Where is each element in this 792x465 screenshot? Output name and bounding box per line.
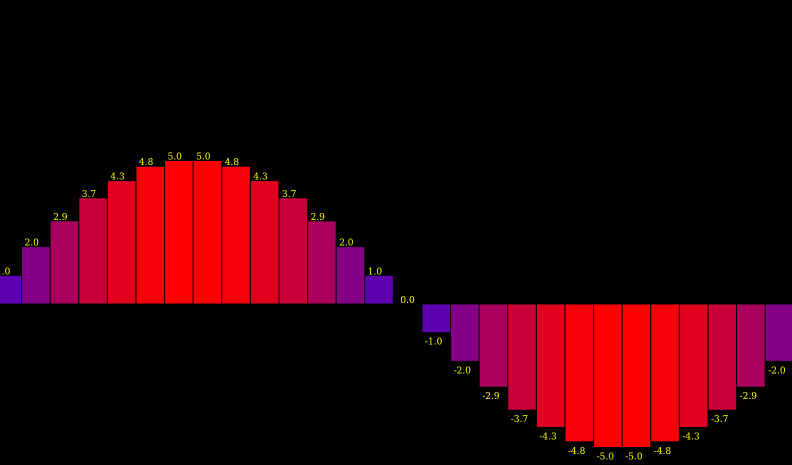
bar-8 bbox=[221, 165, 251, 305]
bar-20 bbox=[564, 303, 595, 443]
bar-value-label-19: -4.3 bbox=[539, 432, 557, 442]
bar-value-label-27: -2.0 bbox=[768, 366, 786, 376]
bar-value-label-5: 4.8 bbox=[139, 158, 154, 168]
bar-value-label-11: 2.9 bbox=[311, 213, 326, 223]
bar-7 bbox=[192, 160, 223, 305]
bar-value-label-15: -1.0 bbox=[425, 338, 443, 348]
bar-23 bbox=[650, 303, 680, 443]
bar-10 bbox=[278, 197, 309, 305]
bar-value-label-18: -3.7 bbox=[511, 415, 529, 425]
bar-11 bbox=[307, 220, 337, 305]
bar-value-label-26: -2.9 bbox=[740, 392, 758, 402]
bar-24 bbox=[678, 303, 709, 428]
bars-group bbox=[0, 160, 792, 448]
bar-2 bbox=[49, 220, 80, 305]
bar-value-label-9: 4.3 bbox=[253, 173, 268, 183]
bar-22 bbox=[621, 303, 652, 448]
bar-25 bbox=[707, 303, 738, 411]
bar-9 bbox=[249, 180, 280, 305]
bar-18 bbox=[507, 303, 537, 411]
bar-value-label-3: 3.7 bbox=[82, 190, 97, 200]
bar-value-label-0: 1.0 bbox=[0, 267, 11, 277]
bar-26 bbox=[736, 303, 766, 388]
bar-17 bbox=[478, 303, 509, 388]
bar-value-label-22: -5.0 bbox=[625, 453, 643, 463]
bar-1 bbox=[21, 246, 51, 305]
bar-value-label-8: 4.8 bbox=[225, 158, 240, 168]
bar-value-label-20: -4.8 bbox=[568, 447, 586, 457]
bar-value-label-7: 5.0 bbox=[196, 153, 211, 163]
bar-12 bbox=[335, 246, 366, 305]
bar-value-label-17: -2.9 bbox=[482, 392, 500, 402]
bar-13 bbox=[364, 274, 394, 305]
bar-19 bbox=[535, 303, 566, 428]
bar-6 bbox=[164, 160, 194, 305]
bar-27 bbox=[764, 303, 792, 362]
bar-value-label-4: 4.3 bbox=[110, 173, 125, 183]
bar-15 bbox=[421, 303, 452, 334]
bar-16 bbox=[450, 303, 480, 362]
bar-21 bbox=[593, 303, 623, 448]
bar-value-label-25: -3.7 bbox=[711, 415, 729, 425]
bar-value-label-21: -5.0 bbox=[597, 453, 615, 463]
bar-5 bbox=[135, 165, 166, 305]
bar-value-label-14: 0.0 bbox=[400, 296, 415, 306]
bar-value-label-2: 2.9 bbox=[53, 213, 68, 223]
bar-value-label-1: 2.0 bbox=[25, 239, 40, 249]
bar-3 bbox=[78, 197, 108, 305]
bar-value-label-24: -4.3 bbox=[682, 432, 700, 442]
bar-4 bbox=[106, 180, 137, 305]
bar-value-label-12: 2.0 bbox=[339, 239, 354, 249]
bar-0 bbox=[0, 274, 23, 305]
bar-value-label-16: -2.0 bbox=[454, 366, 472, 376]
bar-value-label-23: -4.8 bbox=[654, 447, 672, 457]
value-labels-group: 1.0 2.0 2.9 3.7 4.3 4.8 5.0 5.0 4.8 4.3 3.7 2.9 2.0 1… bbox=[0, 153, 786, 463]
bar-value-label-6: 5.0 bbox=[168, 153, 183, 163]
bar-value-label-13: 1.0 bbox=[368, 267, 383, 277]
bar-value-label-10: 3.7 bbox=[282, 190, 297, 200]
